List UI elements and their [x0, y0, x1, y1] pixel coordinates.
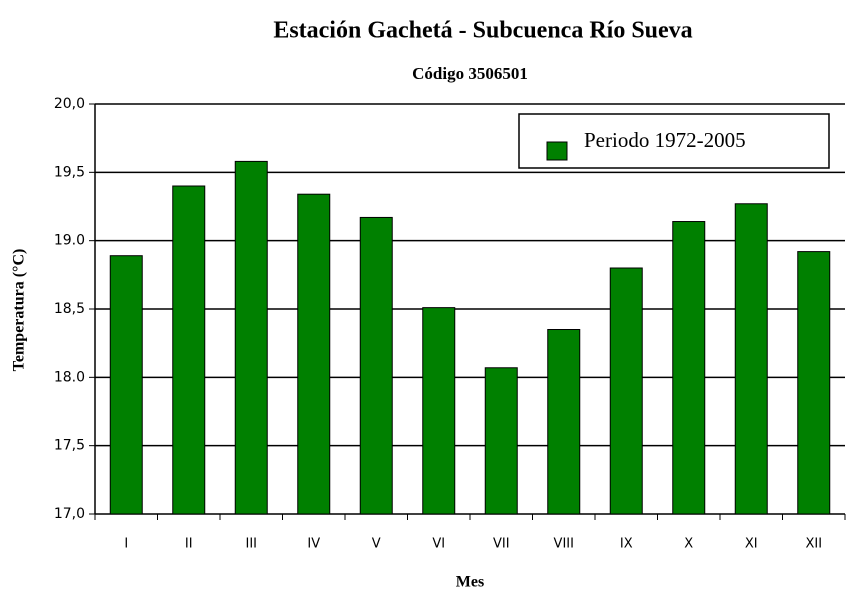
bar	[547, 329, 581, 515]
y-tick-label: 18.0	[54, 369, 85, 385]
x-axis-label: Mes	[456, 574, 484, 591]
bar	[797, 251, 831, 515]
y-tick-label: 17,0	[54, 506, 85, 522]
bar	[109, 255, 143, 515]
bar	[484, 367, 518, 515]
y-tick-label: 17,5	[54, 438, 85, 454]
bar	[734, 203, 768, 515]
x-tick-label: V	[372, 537, 381, 552]
chart-subtitle: Código 3506501	[412, 64, 528, 83]
bar	[422, 307, 456, 515]
bar	[359, 216, 393, 515]
legend-box	[518, 113, 830, 169]
x-tick-label: VII	[493, 537, 510, 552]
x-tick-label: III	[245, 537, 257, 552]
x-tick-label: VIII	[554, 537, 574, 552]
chart-title: Estación Gachetá - Subcuenca Río Sueva	[273, 18, 692, 44]
y-tick-label: 19.0	[54, 233, 85, 249]
y-tick-label: 19,5	[54, 164, 85, 180]
bar	[297, 193, 331, 515]
x-tick-label: IV	[307, 537, 320, 552]
y-tick-label: 20,0	[54, 96, 85, 112]
legend-swatch	[546, 141, 568, 161]
bar	[234, 160, 268, 515]
x-tick-label: IX	[620, 537, 633, 552]
bar	[672, 221, 706, 515]
x-tick-label: II	[185, 537, 193, 552]
legend-label: Periodo 1972-2005	[584, 128, 746, 152]
x-tick-label: I	[124, 537, 128, 552]
y-axis-label: Temperatura (°C)	[11, 249, 28, 372]
bar	[172, 185, 206, 515]
x-tick-label: X	[684, 537, 693, 552]
y-tick-label: 18,5	[54, 301, 85, 317]
x-tick-label: XI	[745, 537, 758, 552]
x-tick-label: XII	[805, 537, 822, 552]
x-tick-label: VI	[432, 537, 445, 552]
bar	[609, 267, 643, 515]
